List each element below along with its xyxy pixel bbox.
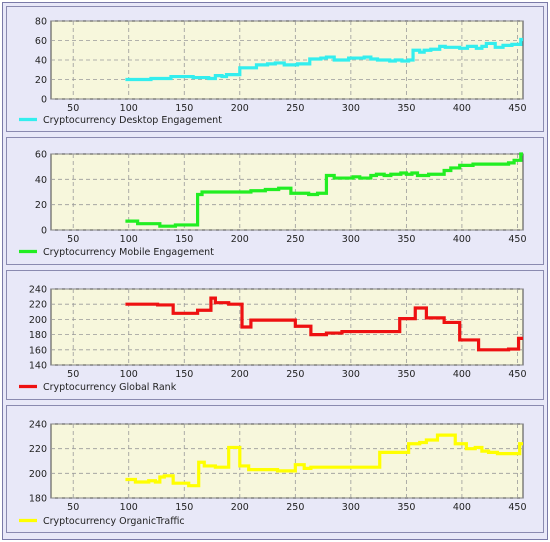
- y-tick-label: 220: [29, 300, 47, 311]
- y-tick-label: 180: [29, 330, 47, 341]
- x-tick-label: 150: [175, 103, 193, 114]
- y-tick-label: 240: [29, 420, 47, 431]
- x-tick-label: 300: [342, 234, 360, 245]
- x-tick-label: 50: [67, 234, 79, 245]
- x-tick-label: 400: [453, 103, 471, 114]
- x-tick-label: 300: [342, 369, 360, 380]
- x-tick-label: 400: [453, 234, 471, 245]
- chart-panel-global-rank: 140 160 180 200 220 240 50 100 150 200 250 300 350 40…: [6, 270, 544, 400]
- x-tick-label: 200: [231, 234, 249, 245]
- x-tick-label: 100: [120, 502, 138, 513]
- legend-label: Cryptocurrency Mobile Engagement: [43, 247, 214, 258]
- chart-panel-organic-traffic: 180 200 220 240 50 100 150 200 250 300 350 400 450 Cr…: [6, 405, 544, 533]
- y-tick-label: 200: [29, 315, 47, 326]
- y-tick-label: 20: [35, 200, 47, 211]
- y-tick-label: 80: [35, 17, 47, 28]
- y-tick-label: 160: [29, 345, 47, 356]
- series-line: [125, 152, 523, 228]
- y-tick-label: 40: [35, 56, 47, 67]
- x-tick-label: 400: [453, 369, 471, 380]
- x-tick-label: 100: [120, 103, 138, 114]
- y-tick-label: 0: [41, 226, 47, 237]
- x-tick-label: 150: [175, 234, 193, 245]
- x-tick-label: 450: [508, 234, 526, 245]
- chart-panel-desktop-engagement: 0 20 40 60 80 50 100 150 200 250 300 350 400 450 Crypt…: [6, 6, 544, 132]
- legend-label: Cryptocurrency Global Rank: [43, 382, 177, 393]
- x-tick-label: 400: [453, 502, 471, 513]
- x-tick-label: 250: [286, 369, 304, 380]
- y-tick-label: 20: [35, 75, 47, 86]
- y-tick-label: 240: [29, 285, 47, 296]
- x-tick-label: 50: [67, 502, 79, 513]
- chart-panel-mobile-engagement: 0 20 40 60 50 100 150 200 250 300 350 400 450 Cryptoc…: [6, 137, 544, 265]
- x-tick-label: 300: [342, 502, 360, 513]
- legend-label: Cryptocurrency OrganicTraffic: [43, 516, 185, 527]
- desktop-engagement-chart: 0 20 40 60 80 50 100 150 200 250 300 350 400 450 Crypt…: [19, 17, 527, 126]
- x-tick-label: 150: [175, 369, 193, 380]
- x-tick-label: 450: [508, 502, 526, 513]
- series-line: [125, 296, 523, 352]
- y-tick-label: 140: [29, 361, 47, 372]
- x-tick-label: 200: [231, 502, 249, 513]
- x-tick-label: 100: [120, 234, 138, 245]
- x-tick-label: 350: [397, 369, 415, 380]
- y-tick-label: 40: [35, 175, 47, 186]
- series-line: [125, 433, 523, 488]
- y-tick-label: 0: [41, 95, 47, 106]
- y-tick-label: 180: [29, 494, 47, 505]
- x-tick-label: 250: [286, 234, 304, 245]
- legend-label: Cryptocurrency Desktop Engagement: [43, 115, 222, 126]
- y-tick-label: 60: [35, 36, 47, 47]
- x-tick-label: 50: [67, 103, 79, 114]
- x-tick-label: 300: [342, 103, 360, 114]
- x-tick-label: 250: [286, 103, 304, 114]
- organic-traffic-chart: 180 200 220 240 50 100 150 200 250 300 350 400 450 Cr…: [19, 420, 527, 527]
- global-rank-chart: 140 160 180 200 220 240 50 100 150 200 250 300 350 40…: [19, 285, 527, 393]
- x-tick-label: 350: [397, 103, 415, 114]
- x-tick-label: 150: [175, 502, 193, 513]
- y-tick-label: 200: [29, 469, 47, 480]
- mobile-engagement-chart: 0 20 40 60 50 100 150 200 250 300 350 400 450 Cryptoc…: [19, 150, 527, 258]
- x-tick-label: 350: [397, 502, 415, 513]
- series-line: [125, 37, 523, 82]
- y-tick-label: 220: [29, 444, 47, 455]
- x-tick-label: 250: [286, 502, 304, 513]
- plot-area: [50, 288, 524, 366]
- y-tick-label: 60: [35, 150, 47, 161]
- plot-area: [50, 153, 524, 231]
- x-tick-label: 450: [508, 369, 526, 380]
- x-tick-label: 200: [231, 369, 249, 380]
- x-tick-label: 350: [397, 234, 415, 245]
- x-tick-label: 200: [231, 103, 249, 114]
- x-tick-label: 50: [67, 369, 79, 380]
- x-tick-label: 100: [120, 369, 138, 380]
- x-tick-label: 450: [508, 103, 526, 114]
